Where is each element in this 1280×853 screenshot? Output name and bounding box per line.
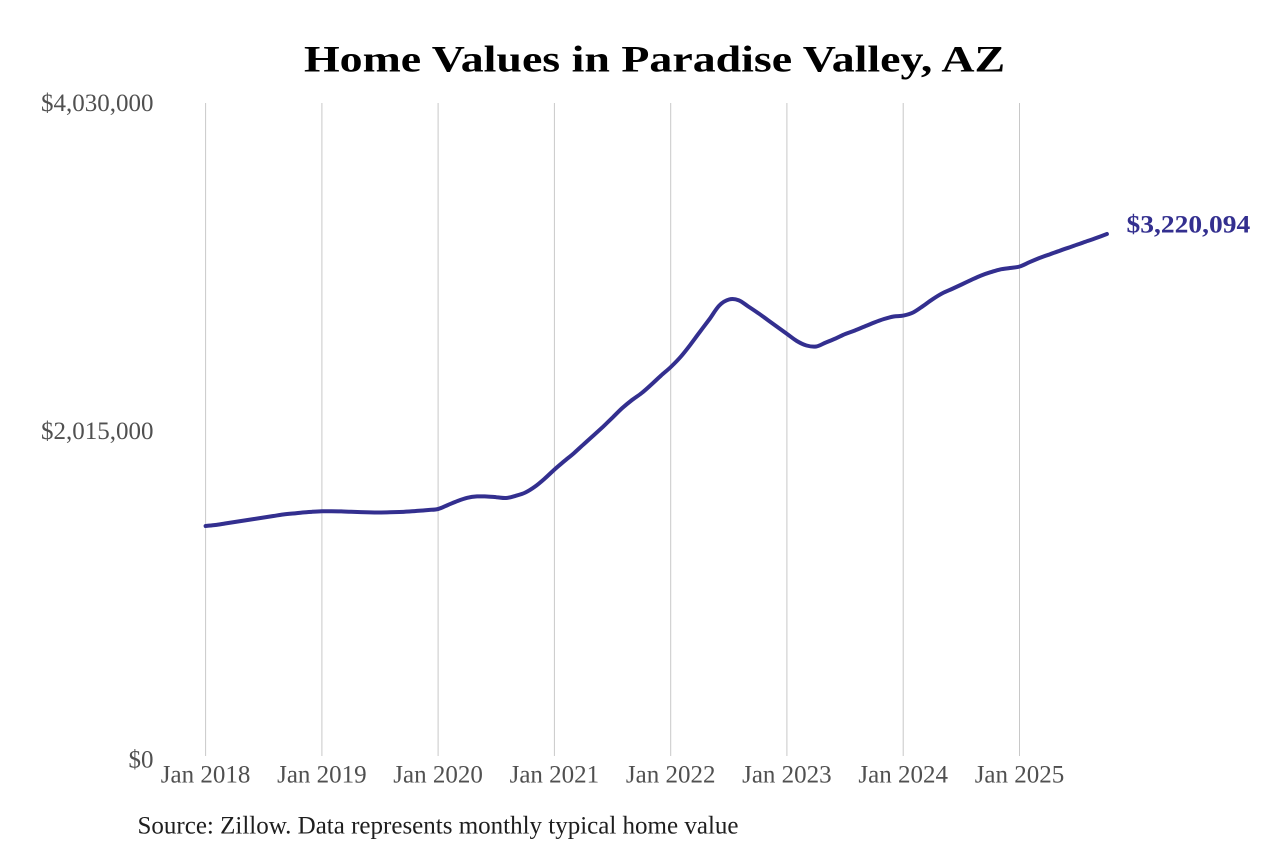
svg-text:$2,015,000: $2,015,000	[41, 418, 154, 445]
svg-text:Jan 2022: Jan 2022	[626, 761, 716, 788]
svg-text:$3,220,094: $3,220,094	[1127, 210, 1251, 238]
svg-text:Jan 2019: Jan 2019	[277, 761, 367, 788]
svg-text:$0: $0	[129, 747, 154, 774]
svg-text:Jan 2020: Jan 2020	[393, 761, 483, 788]
svg-text:Jan 2025: Jan 2025	[975, 761, 1065, 788]
svg-text:$4,030,000: $4,030,000	[41, 90, 154, 117]
svg-text:Jan 2023: Jan 2023	[742, 761, 832, 788]
svg-text:Source: Zillow. Data represent: Source: Zillow. Data represents monthly …	[138, 813, 739, 840]
svg-text:Jan 2021: Jan 2021	[510, 761, 600, 788]
svg-text:Jan 2024: Jan 2024	[858, 761, 948, 788]
svg-text:Jan 2018: Jan 2018	[161, 761, 251, 788]
svg-text:Home Values in Paradise Valley: Home Values in Paradise Valley, AZ	[304, 40, 1005, 81]
